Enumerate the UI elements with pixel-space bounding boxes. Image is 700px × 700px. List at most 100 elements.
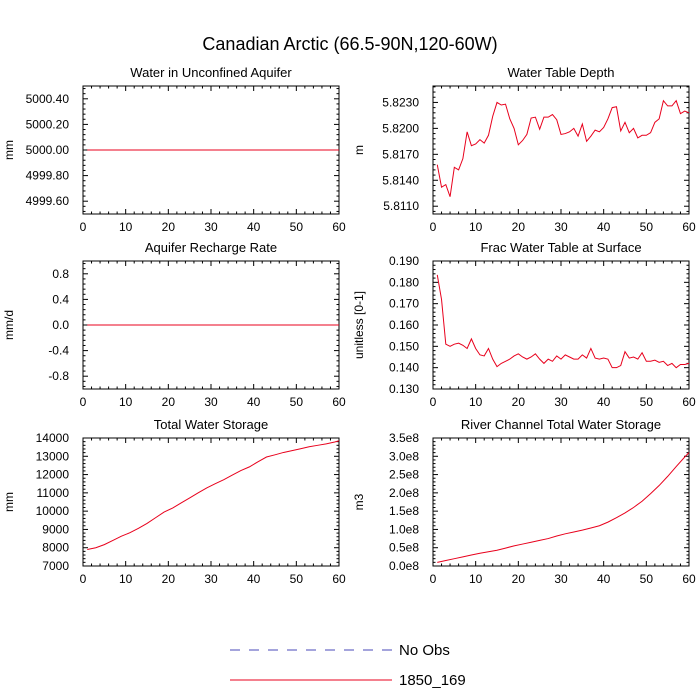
- y-axis-label: mm/d: [2, 310, 16, 340]
- y-tick-label: 0.140: [389, 361, 419, 375]
- y-tick-label: 5.8200: [382, 121, 419, 135]
- x-tick-label: 60: [682, 220, 696, 234]
- x-tick-label: 50: [290, 572, 304, 586]
- y-tick-label: 0.5e8: [389, 541, 419, 555]
- y-axis-label: mm: [2, 492, 16, 512]
- y-tick-label: 0.160: [389, 318, 419, 332]
- x-tick-label: 20: [162, 572, 176, 586]
- x-tick-label: 0: [430, 220, 437, 234]
- y-tick-label: 1.5e8: [389, 504, 419, 518]
- panel-title: Aquifer Recharge Rate: [145, 240, 277, 255]
- panel-3: Aquifer Recharge Rate mm/d 0 10 20 30 40 50 60 -0…: [2, 240, 346, 409]
- y-tick-label: 0.130: [389, 382, 419, 396]
- x-tick-label: 40: [247, 220, 261, 234]
- x-tick-label: 40: [597, 395, 611, 409]
- x-tick-label: 30: [204, 395, 218, 409]
- y-tick-label: 0.0: [52, 318, 69, 332]
- y-tick-label: 0.8: [52, 267, 69, 281]
- x-tick-label: 10: [119, 220, 133, 234]
- y-tick-label: -0.4: [48, 344, 69, 358]
- x-tick-label: 20: [162, 395, 176, 409]
- y-axis-label: mm: [2, 140, 16, 160]
- x-tick-label: 20: [512, 572, 526, 586]
- x-tick-label: 50: [290, 220, 304, 234]
- y-tick-label: 10000: [36, 504, 70, 518]
- x-tick-label: 0: [80, 220, 87, 234]
- y-tick-label: 13000: [36, 449, 70, 463]
- x-tick-label: 30: [204, 572, 218, 586]
- x-tick-label: 30: [204, 220, 218, 234]
- y-tick-label: 0.190: [389, 254, 419, 268]
- panel-5: Total Water Storage mm 0 10 20 30 40 50 60 7000 80…: [2, 417, 346, 586]
- panel-title: River Channel Total Water Storage: [461, 417, 661, 432]
- y-tick-label: 5000.20: [26, 117, 70, 131]
- y-tick-label: 12000: [36, 468, 70, 482]
- y-tick-label: 14000: [36, 431, 70, 445]
- y-tick-label: 1.0e8: [389, 522, 419, 536]
- y-tick-label: 5.8110: [383, 199, 419, 213]
- panel-title: Total Water Storage: [154, 417, 268, 432]
- panel-1: Water in Unconfined Aquifer mm 0 10 20 30 40 50…: [2, 65, 346, 234]
- x-tick-label: 50: [640, 220, 654, 234]
- x-tick-label: 30: [554, 220, 568, 234]
- y-tick-label: 0.180: [389, 275, 419, 289]
- x-tick-label: 0: [430, 395, 437, 409]
- y-tick-label: 2.0e8: [389, 486, 419, 500]
- x-tick-label: 0: [80, 395, 87, 409]
- x-tick-label: 40: [247, 395, 261, 409]
- y-tick-label: 8000: [42, 541, 69, 555]
- x-tick-label: 60: [332, 395, 346, 409]
- y-axis-label: m3: [352, 493, 366, 510]
- x-tick-label: 0: [430, 572, 437, 586]
- series-line-1850_169: [87, 440, 340, 551]
- x-tick-label: 40: [597, 220, 611, 234]
- x-tick-label: 50: [640, 572, 654, 586]
- x-tick-label: 20: [512, 220, 526, 234]
- x-tick-label: 30: [554, 572, 568, 586]
- y-tick-label: 5000.00: [26, 143, 70, 157]
- figure-title: Canadian Arctic (66.5-90N,120-60W): [202, 34, 497, 54]
- legend-label-1850-169: 1850_169: [399, 672, 466, 689]
- series-line-1850_169: [437, 452, 690, 563]
- x-tick-label: 40: [597, 572, 611, 586]
- y-tick-label: 2.5e8: [389, 468, 419, 482]
- x-tick-label: 40: [247, 572, 261, 586]
- x-tick-label: 50: [640, 395, 654, 409]
- panel-4: Frac Water Table at Surface unitless [0-1…: [352, 240, 696, 409]
- x-tick-label: 20: [512, 395, 526, 409]
- panel-frame: [432, 260, 690, 390]
- panel-frame: [82, 437, 340, 567]
- y-tick-label: 5.8170: [382, 147, 419, 161]
- panel-frame: [432, 437, 690, 567]
- y-tick-label: 4999.80: [26, 169, 70, 183]
- x-tick-label: 60: [332, 572, 346, 586]
- y-tick-label: -0.8: [48, 369, 69, 383]
- x-tick-label: 50: [290, 395, 304, 409]
- y-tick-label: 5.8230: [382, 95, 419, 109]
- panels: Water in Unconfined Aquifer mm 0 10 20 30 40 50…: [2, 65, 696, 586]
- legend-label-no-obs: No Obs: [399, 642, 450, 659]
- panel-6: River Channel Total Water Storage m3 0 10 20…: [352, 417, 696, 586]
- y-tick-label: 0.170: [389, 297, 419, 311]
- x-tick-label: 10: [119, 395, 133, 409]
- x-tick-label: 20: [162, 220, 176, 234]
- y-tick-label: 9000: [42, 522, 69, 536]
- y-tick-label: 7000: [42, 559, 69, 573]
- legend: No Obs 1850_169: [230, 642, 466, 689]
- x-tick-label: 60: [332, 220, 346, 234]
- panel-title: Water in Unconfined Aquifer: [130, 65, 292, 80]
- y-axis-label: m: [352, 145, 366, 155]
- x-tick-label: 10: [119, 572, 133, 586]
- x-tick-label: 10: [469, 220, 483, 234]
- y-tick-label: 0.4: [52, 292, 69, 306]
- x-tick-label: 30: [554, 395, 568, 409]
- series-line-1850_169: [436, 99, 690, 197]
- y-tick-label: 4999.60: [26, 194, 70, 208]
- x-tick-label: 0: [80, 572, 87, 586]
- y-axis-label: unitless [0-1]: [352, 291, 366, 359]
- panel-frame: [432, 85, 690, 215]
- y-tick-label: 0.0e8: [389, 559, 419, 573]
- x-tick-label: 60: [682, 572, 696, 586]
- x-tick-label: 10: [469, 395, 483, 409]
